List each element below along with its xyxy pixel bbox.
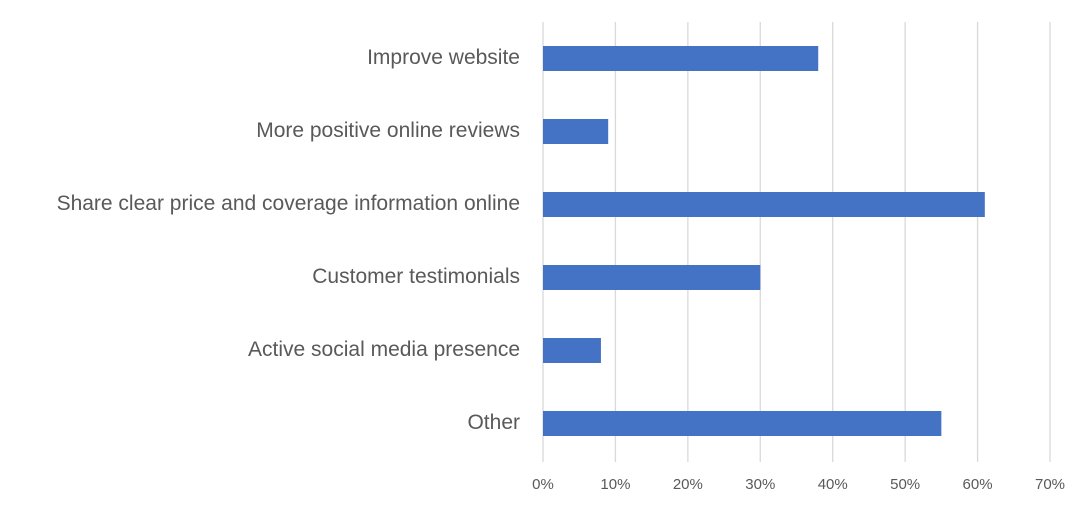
y-tick-label: Active social media presence bbox=[248, 338, 520, 361]
x-tick-label: 30% bbox=[745, 476, 775, 493]
bar bbox=[543, 192, 985, 217]
x-tick-label: 40% bbox=[818, 476, 848, 493]
y-tick-label: More positive online reviews bbox=[256, 119, 520, 142]
bar bbox=[543, 46, 819, 71]
y-tick-label: Improve website bbox=[367, 46, 520, 69]
y-tick-label: Other bbox=[467, 411, 520, 434]
x-tick-label: 0% bbox=[532, 476, 554, 493]
bar bbox=[543, 265, 761, 290]
x-tick-label: 20% bbox=[673, 476, 703, 493]
bar bbox=[543, 338, 601, 363]
y-tick-label: Share clear price and coverage informati… bbox=[57, 192, 520, 215]
bar bbox=[543, 411, 942, 436]
bar bbox=[543, 119, 609, 144]
x-tick-label: 60% bbox=[963, 476, 993, 493]
x-tick-label: 50% bbox=[890, 476, 920, 493]
y-tick-label: Customer testimonials bbox=[312, 265, 520, 288]
x-tick-label: 70% bbox=[1035, 476, 1065, 493]
x-tick-label: 10% bbox=[600, 476, 630, 493]
